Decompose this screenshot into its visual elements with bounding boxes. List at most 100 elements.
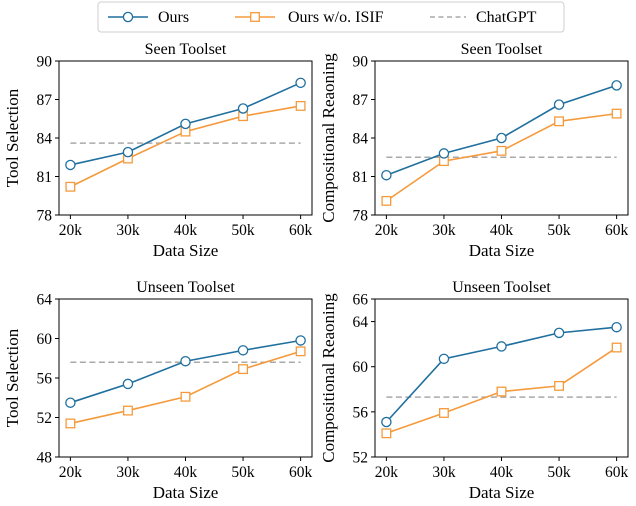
data-point xyxy=(496,386,507,397)
legend-label: ChatGPT xyxy=(476,9,537,26)
x-tick-label: 30k xyxy=(432,222,456,239)
x-tick-label: 30k xyxy=(432,464,456,481)
data-point xyxy=(180,355,191,367)
x-tick-label: 50k xyxy=(547,222,571,239)
data-point xyxy=(611,108,622,119)
y-tick-label: 81 xyxy=(353,169,369,186)
data-point xyxy=(381,428,392,439)
x-tick-label: 40k xyxy=(490,222,514,239)
chart-title: Unseen Toolset xyxy=(452,279,551,296)
legend-marker xyxy=(122,11,134,23)
data-point xyxy=(496,132,507,144)
legend-label: Ours w/o. ISIF xyxy=(288,9,384,26)
x-tick-label: 40k xyxy=(490,464,514,481)
x-tick-label: 30k xyxy=(116,222,140,239)
x-tick-label: 60k xyxy=(605,464,629,481)
y-tick-label: 87 xyxy=(37,92,53,109)
data-point xyxy=(122,405,133,416)
x-tick-label: 20k xyxy=(375,222,399,239)
y-tick-label: 52 xyxy=(37,410,53,427)
data-point xyxy=(237,345,249,356)
data-point xyxy=(295,77,306,89)
y-axis-label: Tool Selection xyxy=(3,328,22,427)
x-tick-label: 50k xyxy=(547,464,571,481)
legend-entry: ChatGPT xyxy=(430,9,537,26)
data-point xyxy=(65,418,76,429)
data-point xyxy=(553,99,565,110)
y-tick-label: 56 xyxy=(353,404,369,421)
y-axis-label: Tool Selection xyxy=(3,88,22,187)
y-axis-label: Compositional Reaoning xyxy=(319,293,338,463)
data-point xyxy=(180,391,191,402)
data-point xyxy=(122,146,134,158)
x-tick-label: 60k xyxy=(289,222,313,239)
plot-area-frame xyxy=(58,60,313,216)
series-line xyxy=(70,105,301,188)
data-point xyxy=(438,148,450,159)
data-point xyxy=(295,346,306,357)
legend-entry: Ours xyxy=(108,9,189,26)
x-axis-label: Data Size xyxy=(153,483,219,502)
data-point xyxy=(122,378,134,390)
data-point xyxy=(295,100,306,111)
data-point xyxy=(65,181,76,192)
y-tick-label: 81 xyxy=(37,169,53,186)
chart-panels: 78 81 84 87 90 20k 30k 40k 50k 60k Seen Toolset Dat… xyxy=(3,41,629,502)
data-point xyxy=(496,341,507,352)
x-tick-label: 50k xyxy=(231,464,255,481)
y-tick-label: 90 xyxy=(37,54,53,71)
data-point xyxy=(611,80,622,91)
y-tick-label: 84 xyxy=(353,131,369,148)
data-point xyxy=(180,118,191,130)
x-tick-label: 60k xyxy=(605,222,629,239)
data-point xyxy=(65,397,76,408)
legend-entry: Ours w/o. ISIF xyxy=(235,9,384,26)
y-axis-label: Compositional Reaoning xyxy=(319,53,338,223)
chart-panel: 78 81 84 87 90 20k 30k 40k 50k 60k Seen Toolset Dat… xyxy=(3,41,313,260)
y-tick-label: 84 xyxy=(37,131,53,148)
legend-frame xyxy=(97,1,565,33)
data-point xyxy=(295,335,306,346)
x-tick-label: 40k xyxy=(174,464,198,481)
x-tick-label: 20k xyxy=(59,464,83,481)
y-tick-label: 48 xyxy=(37,450,53,467)
x-tick-label: 50k xyxy=(231,222,255,239)
y-tick-label: 64 xyxy=(37,292,53,309)
x-axis-label: Data Size xyxy=(469,483,535,502)
data-point xyxy=(237,103,249,114)
x-tick-label: 30k xyxy=(116,464,140,481)
legend: Ours Ours w/o. ISIF ChatGPT xyxy=(97,1,565,33)
y-tick-label: 52 xyxy=(353,450,369,467)
data-point xyxy=(238,364,249,375)
y-tick-label: 60 xyxy=(353,359,369,376)
y-tick-label: 87 xyxy=(353,92,369,109)
y-tick-label: 78 xyxy=(353,208,369,225)
y-tick-label: 64 xyxy=(353,314,369,331)
data-point xyxy=(438,408,449,418)
data-point xyxy=(65,159,76,171)
data-point xyxy=(611,321,622,333)
chart-title: Seen Toolset xyxy=(145,41,227,58)
data-point xyxy=(611,342,622,353)
legend-marker xyxy=(250,12,260,22)
data-point xyxy=(553,327,565,339)
legend-label: Ours xyxy=(158,9,189,26)
y-tick-label: 56 xyxy=(37,371,53,388)
y-tick-label: 66 xyxy=(353,292,369,309)
y-tick-label: 90 xyxy=(353,54,369,71)
data-point xyxy=(381,169,392,181)
chart-panel: 52 56 60 64 66 20k 30k 40k 50k 60k Unseen Toolset D… xyxy=(319,279,629,502)
plot-area-frame xyxy=(374,298,629,458)
series-line xyxy=(386,84,617,176)
x-tick-label: 60k xyxy=(289,464,313,481)
x-tick-label: 20k xyxy=(375,464,399,481)
chart-title: Seen Toolset xyxy=(461,41,543,58)
data-point xyxy=(496,145,507,156)
chart-panel: 78 81 84 87 90 20k 30k 40k 50k 60k Seen Toolset Dat… xyxy=(319,41,629,260)
x-tick-label: 20k xyxy=(59,222,83,239)
data-point xyxy=(381,195,392,206)
y-tick-label: 78 xyxy=(37,208,53,225)
chart-title: Unseen Toolset xyxy=(136,279,235,296)
x-axis-label: Data Size xyxy=(153,241,219,260)
